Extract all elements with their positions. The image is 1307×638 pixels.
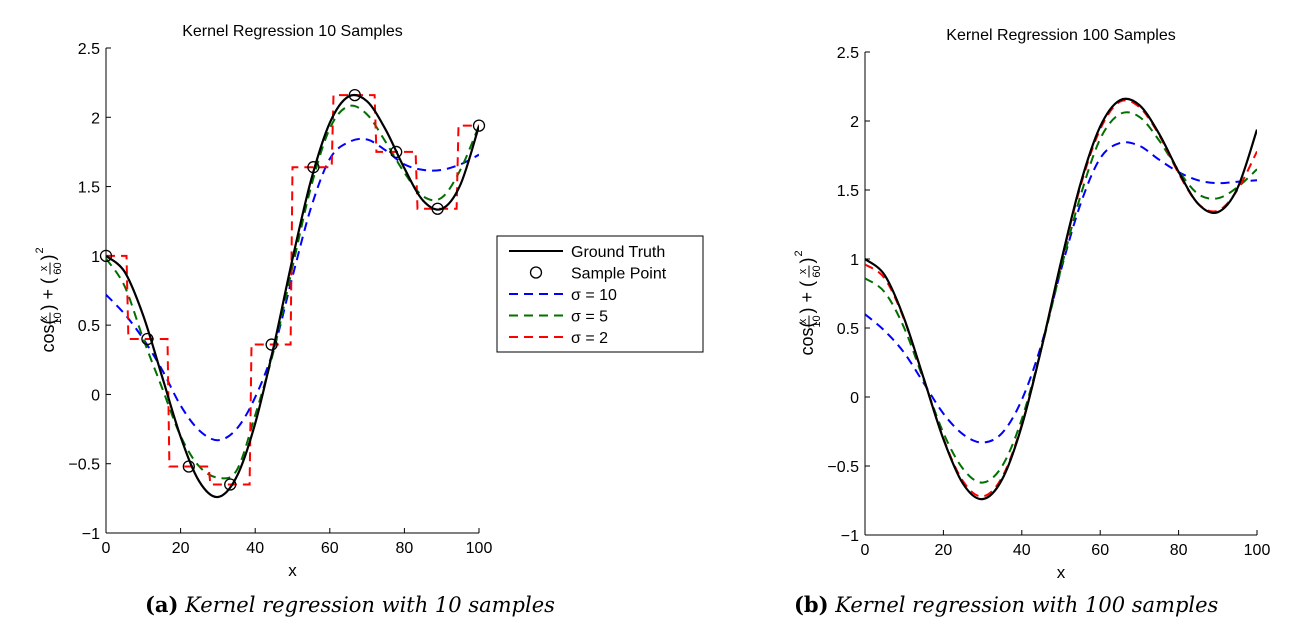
y-tick-label: −1 [841, 528, 859, 545]
series-5 [106, 104, 479, 480]
y-axis-label-part: ) [797, 258, 817, 264]
x-axis-label: x [288, 561, 297, 580]
y-tick-label: −1 [82, 526, 100, 543]
series-10 [865, 141, 1257, 444]
y-tick-label: −0.5 [827, 459, 859, 476]
y-tick-label: 2.5 [78, 41, 100, 58]
y-axis-label-part: 60 [52, 262, 64, 274]
chart-title: Kernel Regression 10 Samples [182, 23, 403, 40]
sample-point-marker [265, 338, 278, 351]
legend-label: Sample Point [571, 266, 667, 283]
y-axis-label-part: 2 [793, 250, 805, 256]
x-tick-label: 20 [172, 540, 190, 557]
y-tick-label: 1.5 [78, 180, 100, 197]
y-tick-label: 1 [91, 249, 100, 266]
y-tick-label: 2 [850, 114, 859, 131]
caption-a: (a) Kernel regression with 10 samples [145, 592, 555, 617]
x-tick-label: 0 [861, 542, 870, 559]
series-2 [865, 99, 1257, 498]
y-axis-label-part: cos( [797, 321, 817, 355]
y-tick-label: −0.5 [68, 457, 100, 474]
y-axis-label-part: x [38, 315, 50, 321]
y-axis-label-part: 10 [52, 312, 64, 324]
legend-label: σ = 5 [571, 309, 608, 326]
plot-area [106, 93, 479, 499]
x-tick-label: 80 [396, 540, 414, 557]
x-axis-label: x [1057, 563, 1066, 582]
y-tick-label: 2.5 [837, 45, 859, 62]
chart-title: Kernel Regression 100 Samples [946, 27, 1175, 44]
y-tick-label: 1.5 [837, 183, 859, 200]
sample-point-marker [224, 478, 237, 491]
y-tick-label: 0 [850, 390, 859, 407]
x-tick-label: 80 [1170, 542, 1188, 559]
legend-label: σ = 10 [571, 287, 617, 304]
sample-point-marker [431, 202, 444, 215]
y-tick-label: 2 [91, 110, 100, 127]
y-axis-label-part: cos( [38, 318, 58, 352]
series-ground-truth [106, 93, 479, 499]
series-2 [106, 94, 479, 486]
y-axis-label-part: x [38, 265, 50, 271]
sample-point-marker [182, 460, 195, 473]
y-axis-label-part: 60 [811, 265, 823, 277]
x-tick-label: 100 [1244, 542, 1271, 559]
caption-a-text: Kernel regression with 10 samples [185, 593, 555, 617]
x-tick-label: 40 [1013, 542, 1031, 559]
caption-a-label: (a) [145, 592, 179, 617]
sample-point-marker [348, 88, 361, 102]
sample-point-marker [390, 145, 403, 159]
x-tick-label: 60 [1091, 542, 1109, 559]
sample-point-marker [307, 161, 320, 174]
legend-label: Ground Truth [571, 244, 665, 261]
y-tick-label: 0.5 [837, 321, 859, 338]
plot-area [865, 97, 1257, 501]
x-tick-label: 60 [321, 540, 339, 557]
y-axis-label-part: ) + ( [797, 281, 817, 314]
x-tick-label: 20 [935, 542, 953, 559]
y-axis-label-part: x [797, 268, 809, 274]
y-axis-label-part: x [797, 318, 809, 324]
x-tick-label: 0 [102, 540, 111, 557]
y-axis-label: cos(x 10) + (x 60)2 [34, 247, 64, 352]
series-ground-truth [865, 97, 1257, 501]
caption-b: (b) Kernel regression with 100 samples [794, 592, 1218, 617]
y-axis-label-part: 10 [811, 315, 823, 327]
legend-marker [529, 266, 543, 279]
x-tick-label: 100 [466, 540, 493, 557]
series-5 [865, 111, 1257, 484]
y-tick-label: 0.5 [78, 318, 100, 335]
y-axis-label-part: 2 [34, 247, 46, 253]
y-axis-label-part: ) [38, 255, 58, 261]
caption-b-label: (b) [794, 592, 829, 617]
legend: Ground Truth Sample Point σ = 10 σ = 5 σ = 2 [496, 235, 704, 353]
sample-point-marker [472, 119, 486, 132]
y-tick-label: 1 [850, 252, 859, 269]
sample-point-marker [141, 332, 154, 346]
caption-b-text: Kernel regression with 100 samples [835, 593, 1219, 617]
sample-point-marker [99, 249, 113, 263]
x-tick-label: 40 [246, 540, 264, 557]
y-tick-label: 0 [91, 387, 100, 404]
y-axis-label: cos(x 10) + (x 60)2 [793, 250, 823, 355]
legend-label: σ = 2 [571, 330, 608, 347]
y-axis-label-part: ) + ( [38, 278, 58, 311]
